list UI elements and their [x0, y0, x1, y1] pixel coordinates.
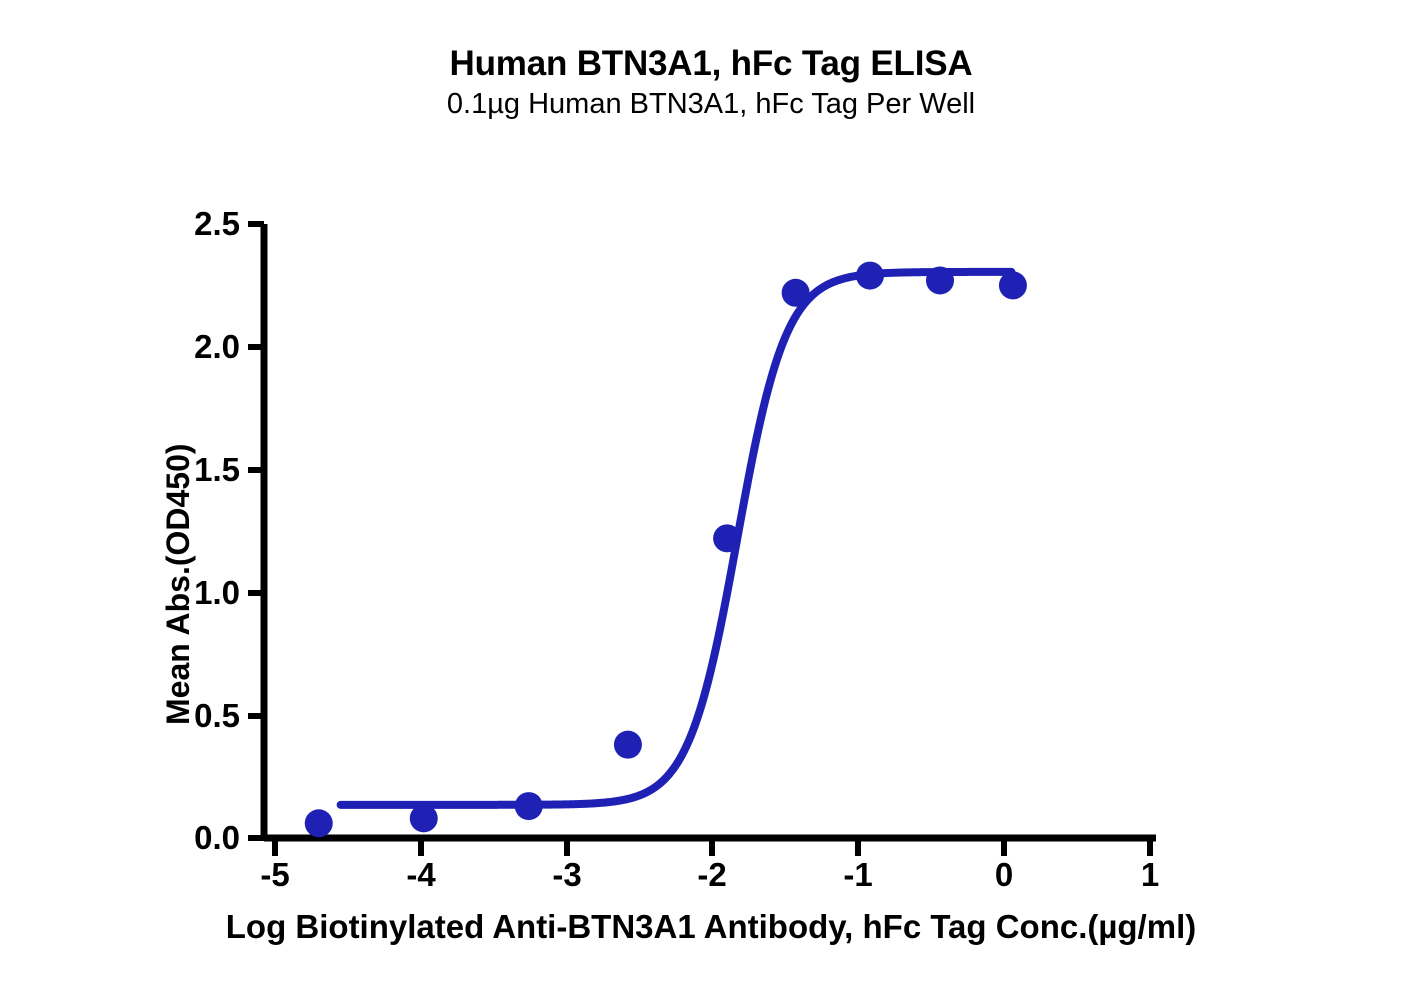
x-tick-label-neg1: -1 — [843, 856, 873, 893]
data-point — [998, 271, 1027, 300]
data-point — [713, 524, 742, 553]
data-point-group — [304, 261, 1027, 838]
y-tick-label-1-0: 1.0 — [194, 574, 240, 611]
data-point — [613, 730, 642, 759]
fit-curve — [336, 267, 1016, 809]
y-tick-label-0-5: 0.5 — [194, 697, 240, 734]
data-point — [514, 792, 543, 821]
x-tick-label-neg5: -5 — [260, 856, 290, 893]
y-tick-label-2-5: 2.5 — [194, 205, 240, 242]
x-tick-label-1: 1 — [1140, 856, 1160, 893]
data-point — [926, 266, 954, 295]
data-point — [304, 809, 333, 838]
x-tick-label-neg2: -2 — [697, 856, 727, 893]
y-tick-label-0-0: 0.0 — [194, 819, 240, 856]
data-point — [409, 804, 438, 833]
x-tick-label-neg4: -4 — [406, 856, 436, 893]
x-axis-label: Log Biotinylated Anti-BTN3A1 Antibody, h… — [225, 908, 1197, 945]
x-tick-label-neg3: -3 — [552, 856, 582, 893]
x-axis-ticks — [272, 838, 1153, 856]
data-point — [856, 261, 884, 290]
axis-lines — [260, 224, 1156, 842]
y-tick-label-2-0: 2.0 — [194, 328, 240, 365]
y-tick-label-1-5: 1.5 — [194, 451, 240, 488]
x-tick-label-0: 0 — [994, 856, 1014, 893]
y-axis-ticks — [248, 221, 264, 841]
data-point — [781, 278, 810, 307]
